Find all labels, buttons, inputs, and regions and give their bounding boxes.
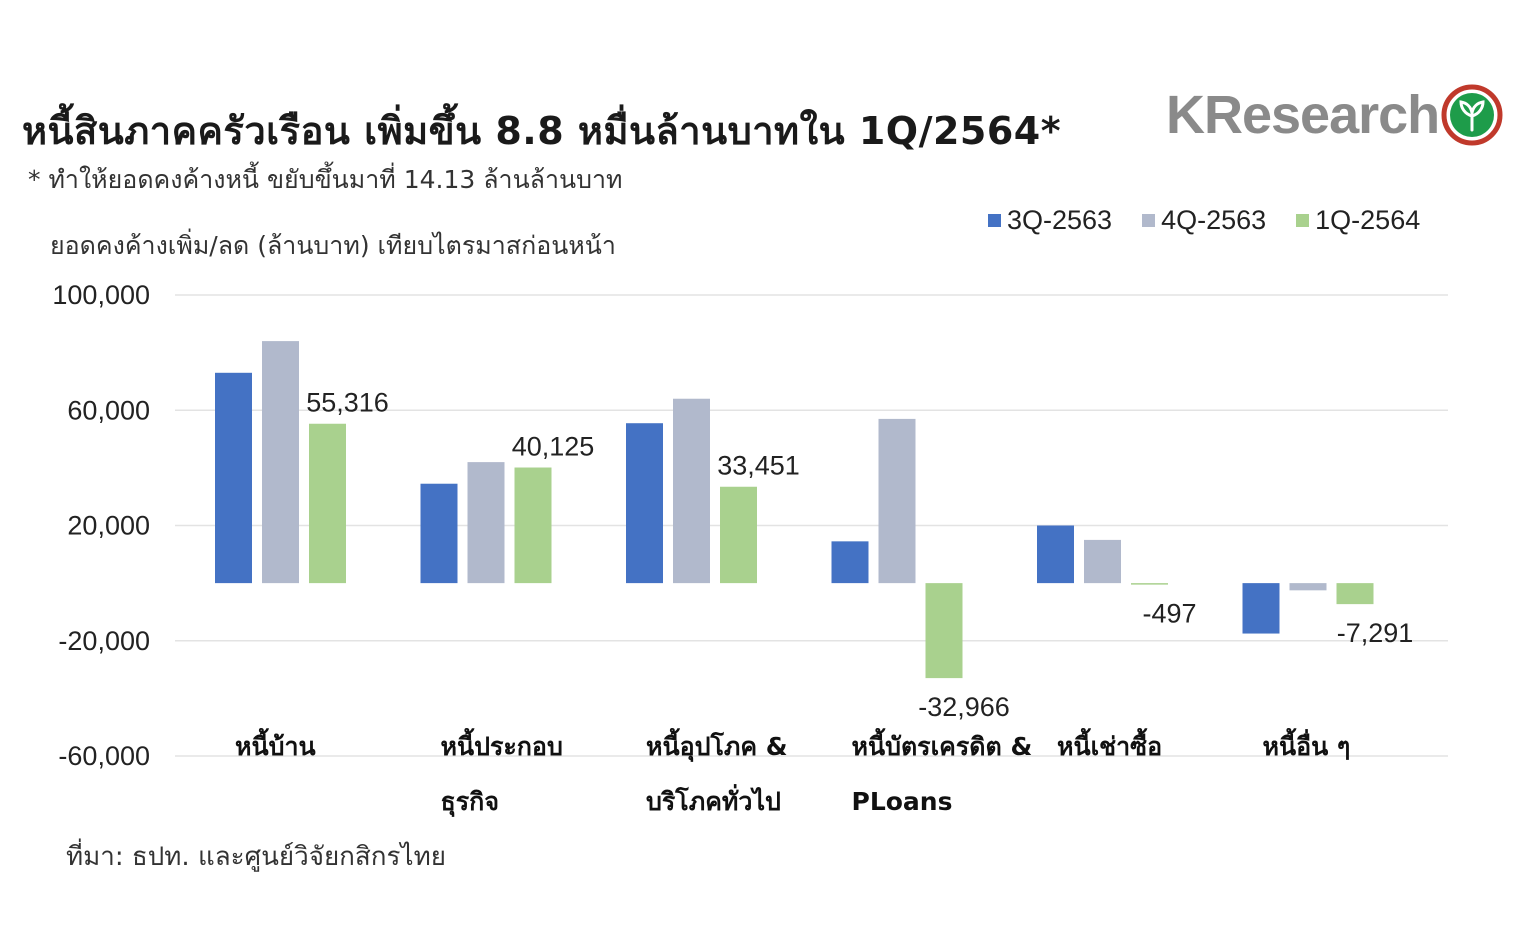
- category-label: หนี้บัตรเครดิต &: [852, 727, 1033, 761]
- legend-label-3q2563: 3Q-2563: [1007, 205, 1113, 235]
- bar-3q2563-4: [1037, 525, 1074, 584]
- legend-swatch-4q2563: [1142, 214, 1156, 227]
- bar-1q2564-0: [309, 423, 346, 584]
- data-label: -32,966: [918, 692, 1010, 722]
- bar-3q2563-3: [831, 541, 869, 584]
- kresearch-logo: KResearch: [1166, 82, 1505, 148]
- legend-swatch-3q2563: [988, 214, 1001, 227]
- category-label: ธุรกิจ: [441, 787, 499, 818]
- bar-3q2563-1: [420, 483, 458, 584]
- legend-label-1q2564: 1Q-2564: [1315, 205, 1421, 235]
- data-label: -7,291: [1337, 618, 1414, 648]
- category-label: หนี้อื่น ๆ: [1263, 727, 1351, 761]
- data-label: 55,316: [306, 388, 389, 418]
- bar-3q2563-0: [215, 372, 252, 584]
- category-label: หนี้อุปโภค &: [646, 727, 788, 763]
- legend-label-4q2563: 4Q-2563: [1161, 205, 1267, 235]
- bar-4q2563-0: [262, 341, 299, 584]
- bar-4q2563-1: [467, 462, 505, 584]
- data-label: 33,451: [717, 451, 800, 481]
- category-label: บริโภคทั่วไป: [646, 784, 781, 816]
- chart-subtitle: * ทำให้ยอดคงค้างหนี้ ขยับขึ้นมาที่ 14.13…: [28, 165, 623, 194]
- bar-1q2564-5: [1336, 583, 1374, 605]
- bar-4q2563-3: [878, 418, 916, 584]
- bar-4q2563-4: [1084, 539, 1121, 584]
- legend-swatch-1q2564: [1296, 214, 1310, 227]
- y-tick-label: -60,000: [58, 741, 150, 771]
- bar-3q2563-5: [1242, 583, 1280, 634]
- bar-1q2564-2: [720, 486, 757, 584]
- bar-3q2563-2: [626, 423, 663, 584]
- category-label: หนี้ประกอบ: [441, 727, 563, 761]
- y-tick-label: -20,000: [58, 626, 150, 656]
- legend-item-4q2563: 4Q-2563: [1142, 205, 1266, 236]
- source-note: ที่มา: ธปท. และศูนย์วิจัยกสิกรไทย: [66, 842, 446, 872]
- y-axis-label: ยอดคงค้างเพิ่ม/ลด (ล้านบาท) เทียบไตรมาสก…: [50, 231, 616, 260]
- category-label: PLoans: [852, 787, 953, 816]
- bar-4q2563-5: [1289, 583, 1327, 591]
- chart-legend: 3Q-2563 4Q-2563 1Q-2564: [988, 205, 1420, 236]
- logo-text: KResearch: [1166, 85, 1440, 145]
- bar-1q2564-4: [1131, 583, 1168, 585]
- data-label: 40,125: [512, 432, 595, 462]
- data-label: -497: [1142, 599, 1196, 629]
- y-tick-label: 60,000: [67, 395, 150, 425]
- bar-4q2563-2: [673, 398, 710, 584]
- legend-item-1q2564: 1Q-2564: [1296, 205, 1420, 236]
- y-tick-label: 20,000: [67, 511, 150, 541]
- bar-1q2564-1: [514, 467, 552, 584]
- y-tick-label: 100,000: [52, 280, 150, 310]
- kbank-leaf-icon: [1441, 84, 1503, 146]
- legend-item-3q2563: 3Q-2563: [988, 205, 1112, 236]
- chart-title: หนี้สินภาคครัวเรือน เพิ่มขึ้น 8.8 หมื่นล…: [22, 109, 1062, 153]
- bar-1q2564-3: [925, 583, 963, 679]
- category-label: หนี้บ้าน: [235, 727, 316, 761]
- category-label: หนี้เช่าซื้อ: [1057, 727, 1162, 761]
